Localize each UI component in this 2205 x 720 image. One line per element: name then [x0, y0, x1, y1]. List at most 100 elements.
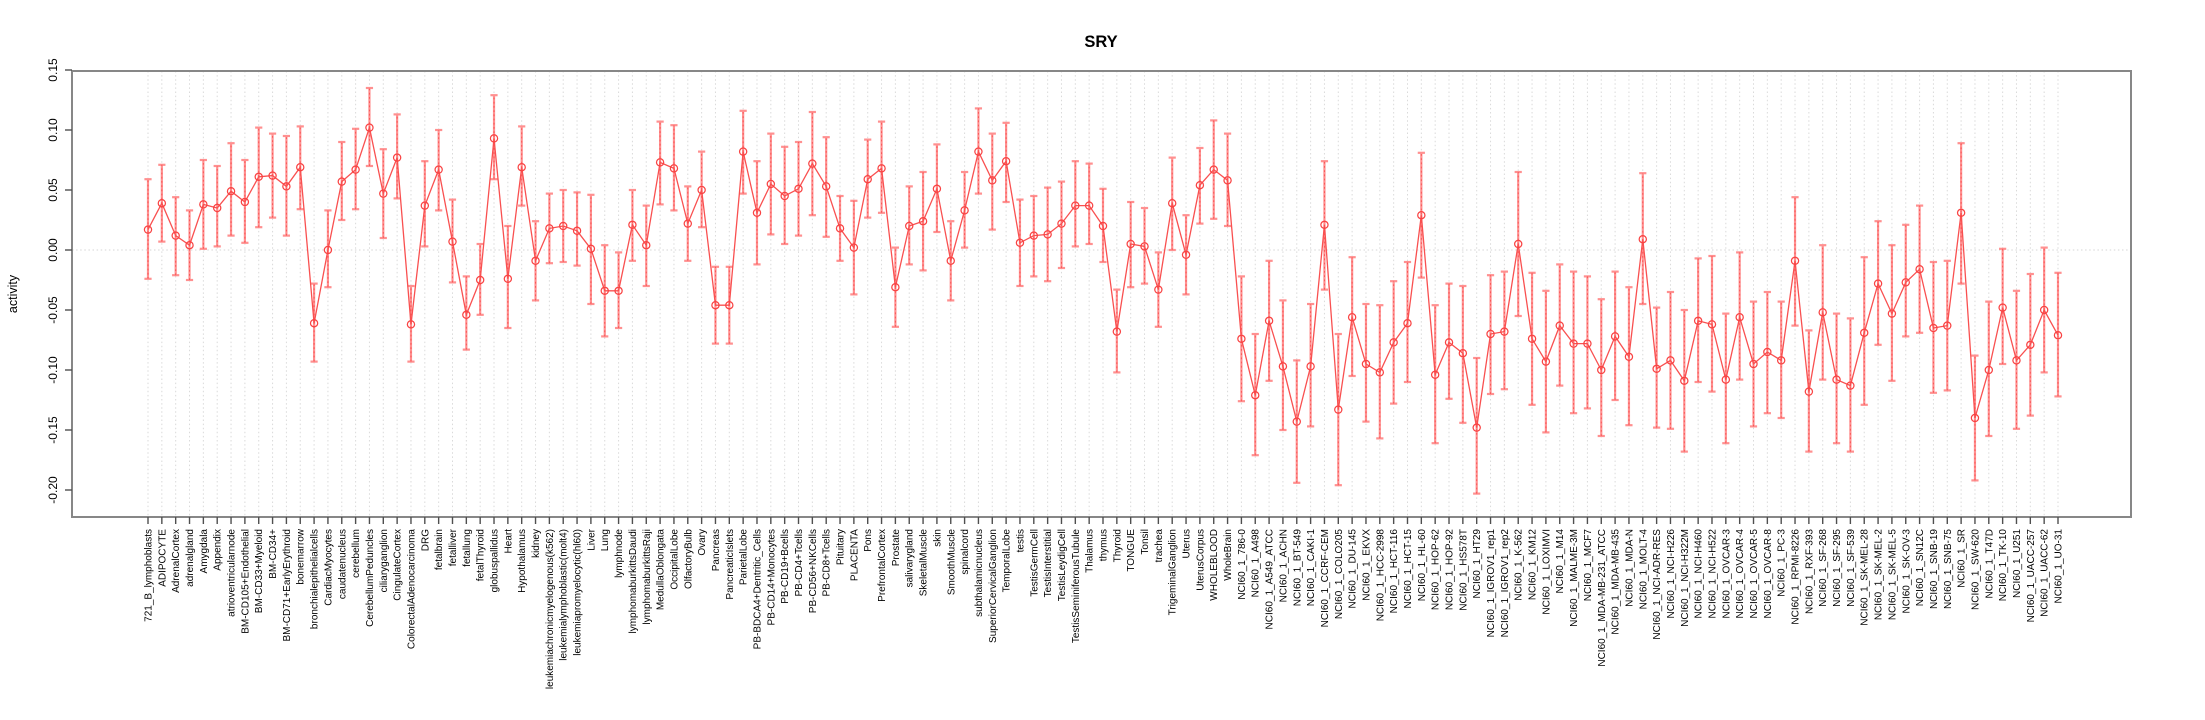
- data-point-marker: [517, 162, 526, 172]
- x-tick-label: NCI60_1_OVCAR-4: [1735, 529, 1746, 619]
- x-tick-label: lymphomaburkittsRaji: [642, 529, 653, 625]
- x-tick-label: NCI60_1_MCF7: [1583, 529, 1594, 602]
- x-tick-label: NCI60_1_SK-MEL-2: [1874, 529, 1885, 621]
- x-tick-label: 721_B_lymphoblasts: [144, 529, 155, 622]
- data-point-marker: [1292, 417, 1301, 426]
- data-point-marker: [794, 184, 803, 194]
- data-point-marker: [572, 226, 582, 236]
- x-tick-label: PB-CD8+Tcells: [822, 529, 833, 597]
- data-point-marker: [296, 162, 305, 172]
- data-point-marker: [2053, 330, 2063, 340]
- data-point-marker: [157, 198, 167, 208]
- data-point-marker: [1597, 365, 1606, 375]
- data-point-marker: [946, 256, 955, 266]
- data-point-marker: [1430, 370, 1440, 380]
- data-point-marker: [1403, 318, 1412, 328]
- data-point-marker: [669, 164, 679, 173]
- x-tick-label: NCI60_1_MDA-MB-435: [1611, 529, 1622, 635]
- y-axis-title: activity: [6, 274, 20, 313]
- x-tick-label: UterusCorpus: [1195, 529, 1206, 591]
- x-tick-label: SkeletalMuscle: [919, 529, 930, 597]
- x-tick-label: Tonsil: [1140, 529, 1151, 555]
- x-tick-label: NCI60_1_SK-MEL-5: [1887, 529, 1898, 621]
- data-point-marker: [711, 300, 720, 310]
- data-point-marker: [1458, 348, 1468, 358]
- x-tick-label: thymus: [1099, 529, 1110, 561]
- x-tick-label: leukemialymphoblastic(molt4): [559, 529, 570, 661]
- data-point-marker: [379, 189, 388, 198]
- data-point-marker: [143, 225, 153, 234]
- y-tick-label: 0.00: [46, 238, 60, 262]
- x-tick-label: fetalThyroid: [476, 529, 487, 581]
- data-point-marker: [1015, 238, 1025, 248]
- x-tick-label: NCI60_1_UO-31: [2054, 529, 2065, 604]
- x-tick-label: NCI60_1_MDA-N: [1624, 529, 1635, 607]
- plot-frame: [71, 70, 2132, 518]
- data-point-marker: [1790, 256, 1800, 266]
- data-point-marker: [752, 208, 762, 218]
- data-point-marker: [2039, 305, 2049, 315]
- data-point-marker: [1956, 208, 1966, 218]
- x-tick-label: NCI60_1_BT-549: [1292, 529, 1303, 607]
- data-point-marker: [780, 191, 789, 201]
- x-tick-label: PB-CD14+Monocytes: [766, 529, 777, 625]
- x-tick-label: NCI60_1_TK-10: [1998, 529, 2009, 602]
- x-tick-label: NCI60_1_KM12: [1528, 529, 1539, 601]
- data-point-marker: [1361, 359, 1371, 369]
- data-point-marker: [1555, 321, 1564, 330]
- x-tick-label: NCI60_1_A549_ATCC: [1265, 529, 1276, 629]
- x-tick-label: PB-CD4+Tcells: [794, 529, 805, 597]
- data-point-marker: [1140, 242, 1149, 251]
- x-tick-label: NCI60_1_LOXIMVI: [1541, 529, 1552, 615]
- x-tick-label: CardiacMyocytes: [323, 529, 334, 606]
- x-tick-label: NCI60_1_ACHN: [1278, 529, 1289, 602]
- x-tick-label: NCI60_1_SK-MEL-28: [1860, 529, 1871, 626]
- data-point-marker: [821, 182, 831, 191]
- x-tick-label: kidney: [531, 529, 542, 558]
- data-point-marker: [1776, 356, 1786, 365]
- data-point-marker: [1209, 165, 1218, 174]
- x-tick-label: ADIPOCYTE: [157, 529, 168, 587]
- x-tick-label: WholeBrain: [1223, 529, 1234, 581]
- data-point-marker: [240, 197, 250, 207]
- data-point-marker: [1278, 362, 1288, 371]
- data-point-marker: [835, 224, 845, 233]
- x-tick-label: PancreaticIslets: [725, 529, 736, 600]
- x-tick-label: trachea: [1154, 529, 1165, 563]
- x-tick-label: PB-CD56+NKCells: [808, 529, 819, 613]
- data-point-marker: [448, 237, 457, 246]
- x-tick-label: ColorectalAdenocarcinoma: [406, 529, 417, 650]
- x-tick-label: NCI60_1_RPMI-8226: [1791, 529, 1802, 625]
- x-tick-label: OccipitalLobe: [669, 529, 680, 590]
- data-point-marker: [503, 274, 513, 284]
- data-point-marker: [1984, 365, 1994, 375]
- data-point-marker: [282, 182, 291, 191]
- data-point-marker: [1998, 303, 2007, 312]
- data-point-marker: [697, 185, 706, 195]
- x-tick-label: NCI60_1_MOLT-4: [1638, 529, 1649, 610]
- data-point-marker: [1763, 347, 1772, 357]
- x-tick-label: salivarygland: [905, 529, 916, 587]
- data-point-marker: [1666, 356, 1675, 365]
- data-point-marker: [766, 179, 776, 189]
- x-tick-label: NCI60_1_NCI-H460: [1694, 529, 1705, 619]
- x-tick-label: NCI60_1_NCI-H522: [1707, 529, 1718, 619]
- data-point-marker: [1583, 339, 1592, 348]
- data-point-marker: [351, 165, 360, 174]
- x-tick-label: NCI60_1_SNB-75: [1943, 529, 1954, 609]
- data-point-marker: [1513, 239, 1523, 249]
- x-tick-label: MedullaOblongata: [656, 529, 667, 611]
- x-tick-label: leukemiapromyelocytic(hl60): [573, 529, 584, 656]
- data-point-marker: [642, 240, 651, 250]
- x-tick-label: NCI60_1_SW-620: [1970, 529, 1981, 610]
- x-tick-label: NCI60_1_HS578T: [1458, 529, 1469, 611]
- data-point-marker: [683, 219, 693, 228]
- data-point-marker: [1126, 239, 1135, 249]
- data-point-marker: [434, 165, 443, 174]
- x-tick-label: Pancreas: [711, 529, 722, 571]
- x-tick-label: Liver: [586, 528, 597, 550]
- data-point-marker: [1264, 316, 1274, 326]
- x-tick-label: testis: [1015, 529, 1026, 552]
